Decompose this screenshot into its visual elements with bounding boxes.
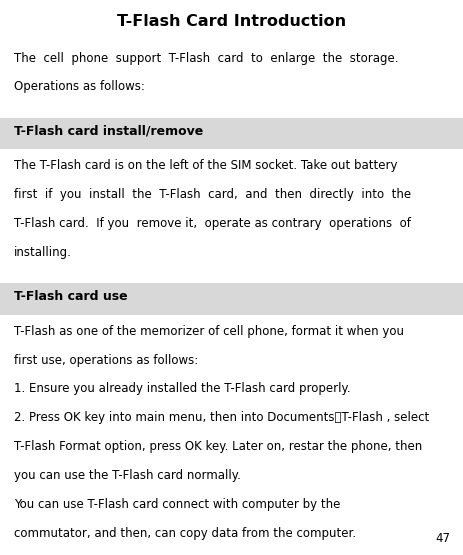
Text: you can use the T-Flash card normally.: you can use the T-Flash card normally. [14,469,240,482]
Text: The T-Flash card is on the left of the SIM socket. Take out battery: The T-Flash card is on the left of the S… [14,159,397,172]
Text: first  if  you  install  the  T-Flash  card,  and  then  directly  into  the: first if you install the T-Flash card, a… [14,188,410,201]
Text: T-Flash Format option, press OK key. Later on, restar the phone, then: T-Flash Format option, press OK key. Lat… [14,440,421,453]
Text: first use, operations as follows:: first use, operations as follows: [14,354,198,366]
Text: T-Flash Card Introduction: T-Flash Card Introduction [117,14,346,29]
Text: T-Flash card use: T-Flash card use [14,290,127,303]
Text: 2. Press OK key into main menu, then into Documents，T-Flash , select: 2. Press OK key into main menu, then int… [14,411,428,424]
Text: You can use T-Flash card connect with computer by the: You can use T-Flash card connect with co… [14,498,339,511]
Text: T-Flash card.  If you  remove it,  operate as contrary  operations  of: T-Flash card. If you remove it, operate … [14,217,410,230]
Text: The  cell  phone  support  T-Flash  card  to  enlarge  the  storage.: The cell phone support T-Flash card to e… [14,52,398,64]
Text: T-Flash as one of the memorizer of cell phone, format it when you: T-Flash as one of the memorizer of cell … [14,325,403,337]
Bar [0,283,463,315]
Text: T-Flash card install/remove: T-Flash card install/remove [14,125,203,138]
Text: Operations as follows:: Operations as follows: [14,80,144,93]
Text: installing.: installing. [14,246,72,259]
Bar [0,118,463,149]
Text: commutator, and then, can copy data from the computer.: commutator, and then, can copy data from… [14,527,355,539]
Text: 47: 47 [434,532,449,545]
Text: 1. Ensure you already installed the T-Flash card properly.: 1. Ensure you already installed the T-Fl… [14,382,350,395]
